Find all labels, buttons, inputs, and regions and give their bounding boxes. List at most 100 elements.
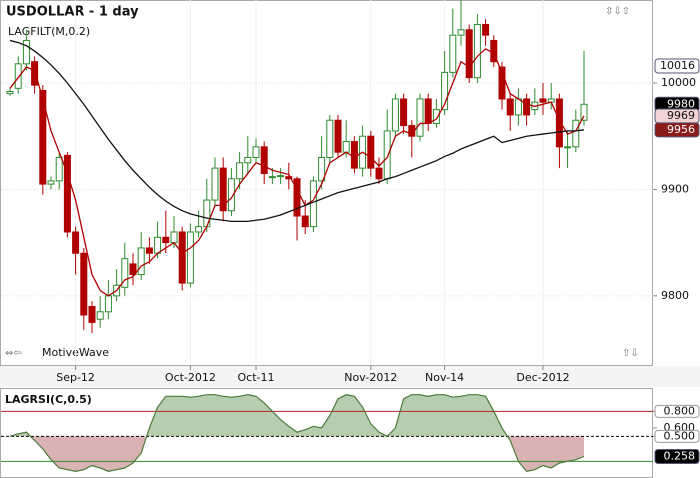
x-tick-label: Oct-11 bbox=[238, 371, 275, 384]
y-tick-label: 9900 bbox=[661, 182, 689, 195]
candle-body bbox=[506, 98, 514, 116]
candle-body bbox=[424, 98, 432, 124]
candle-body bbox=[285, 176, 293, 180]
candle-body bbox=[39, 89, 47, 185]
scroll-controls[interactable]: ⇧⇩ bbox=[622, 348, 639, 359]
y-tick-label: 0.500 bbox=[664, 429, 696, 442]
value-marker-label: 9956 bbox=[667, 123, 695, 136]
candle-body bbox=[342, 141, 350, 153]
candle-body bbox=[498, 66, 506, 100]
candle-body bbox=[260, 146, 268, 174]
candle-body bbox=[301, 215, 309, 228]
candle-body bbox=[449, 34, 457, 73]
candle-body bbox=[47, 180, 55, 185]
candle-body bbox=[219, 167, 227, 212]
candle-body bbox=[72, 231, 80, 254]
candle-body bbox=[31, 61, 39, 86]
candle-body bbox=[170, 231, 178, 244]
value-marker-label: 10016 bbox=[660, 59, 695, 72]
indicator-line bbox=[9, 48, 585, 297]
candle-body bbox=[162, 236, 170, 244]
candle-body bbox=[55, 156, 63, 182]
candle-body bbox=[441, 71, 449, 111]
value-marker-box bbox=[654, 58, 700, 74]
y-tick-label: 10000 bbox=[661, 76, 696, 89]
candle-body bbox=[482, 23, 490, 36]
candle-body bbox=[334, 119, 342, 153]
candle-body bbox=[154, 236, 162, 254]
value-marker-box bbox=[654, 449, 700, 464]
candle-body bbox=[137, 247, 145, 276]
candle-body bbox=[211, 167, 219, 201]
candle-body bbox=[63, 154, 71, 233]
candle-body bbox=[227, 178, 235, 212]
candle-body bbox=[375, 167, 383, 180]
candle-body bbox=[457, 29, 465, 36]
candle-body bbox=[252, 146, 260, 158]
area-above bbox=[10, 394, 584, 437]
candle-body bbox=[22, 39, 30, 65]
area-below bbox=[30, 436, 584, 472]
candle-body bbox=[350, 141, 358, 169]
candle-body bbox=[367, 135, 375, 169]
candle-body bbox=[244, 156, 252, 164]
indicator-line bbox=[9, 39, 585, 222]
x-tick-label: Nov-14 bbox=[425, 371, 464, 384]
panel-controls[interactable]: ⇳⇩⇧ bbox=[605, 6, 630, 17]
candle-body bbox=[400, 98, 408, 127]
nav-controls[interactable]: ⇔⇦ bbox=[5, 348, 22, 359]
candle-body bbox=[88, 305, 96, 323]
y-tick-box bbox=[654, 429, 700, 443]
candle-body bbox=[14, 63, 22, 89]
candle-body bbox=[277, 175, 285, 178]
candle-body bbox=[186, 231, 194, 284]
lower-panel-title: LAGRSI(C,0.5) bbox=[5, 393, 92, 406]
chart-title: USDOLLAR - 1 day bbox=[6, 5, 139, 20]
candle-body bbox=[555, 98, 563, 148]
value-marker-label: 9980 bbox=[667, 97, 695, 110]
value-marker-label: 0.258 bbox=[664, 450, 696, 463]
candle-body bbox=[6, 91, 14, 95]
x-tick-label: Sep-12 bbox=[56, 371, 95, 384]
x-tick-label: Oct-2012 bbox=[165, 371, 216, 384]
value-marker-box bbox=[654, 122, 700, 138]
candle-body bbox=[326, 119, 334, 158]
candle-body bbox=[318, 156, 326, 182]
x-tick-label: Nov-2012 bbox=[344, 371, 397, 384]
candle-body bbox=[564, 146, 572, 149]
candle-body bbox=[383, 130, 391, 180]
value-marker-label: 9969 bbox=[667, 109, 695, 122]
indicator-label: LAGFILT(M,0.2) bbox=[8, 25, 90, 38]
main-panel-frame bbox=[0, 0, 653, 366]
candle-body bbox=[539, 98, 547, 103]
area-line bbox=[9, 394, 585, 472]
candle-body bbox=[309, 180, 317, 228]
y-tick-label: 9800 bbox=[661, 289, 689, 302]
candle-body bbox=[121, 258, 129, 288]
candle-body bbox=[80, 252, 88, 316]
candle-body bbox=[572, 119, 580, 148]
candle-body bbox=[523, 98, 531, 116]
candle-body bbox=[391, 98, 399, 132]
candle-body bbox=[145, 247, 153, 254]
candle-body bbox=[129, 263, 137, 276]
candle-body bbox=[580, 103, 588, 121]
candle-body bbox=[432, 109, 440, 124]
x-tick-label: Dec-2012 bbox=[516, 371, 569, 384]
x-axis-strip bbox=[0, 366, 700, 387]
candle-body bbox=[514, 98, 522, 116]
candle-body bbox=[268, 176, 276, 179]
candle-body bbox=[465, 29, 473, 79]
candle-body bbox=[178, 231, 186, 284]
y-tick-box bbox=[654, 404, 700, 418]
candle-body bbox=[236, 162, 244, 180]
candle-body bbox=[473, 23, 481, 79]
candle-body bbox=[293, 178, 301, 217]
candle-body bbox=[195, 226, 203, 233]
candle-body bbox=[96, 311, 104, 320]
candle-body bbox=[104, 295, 112, 313]
y-tick-label: 0.800 bbox=[664, 404, 696, 417]
candle-body bbox=[416, 98, 424, 137]
